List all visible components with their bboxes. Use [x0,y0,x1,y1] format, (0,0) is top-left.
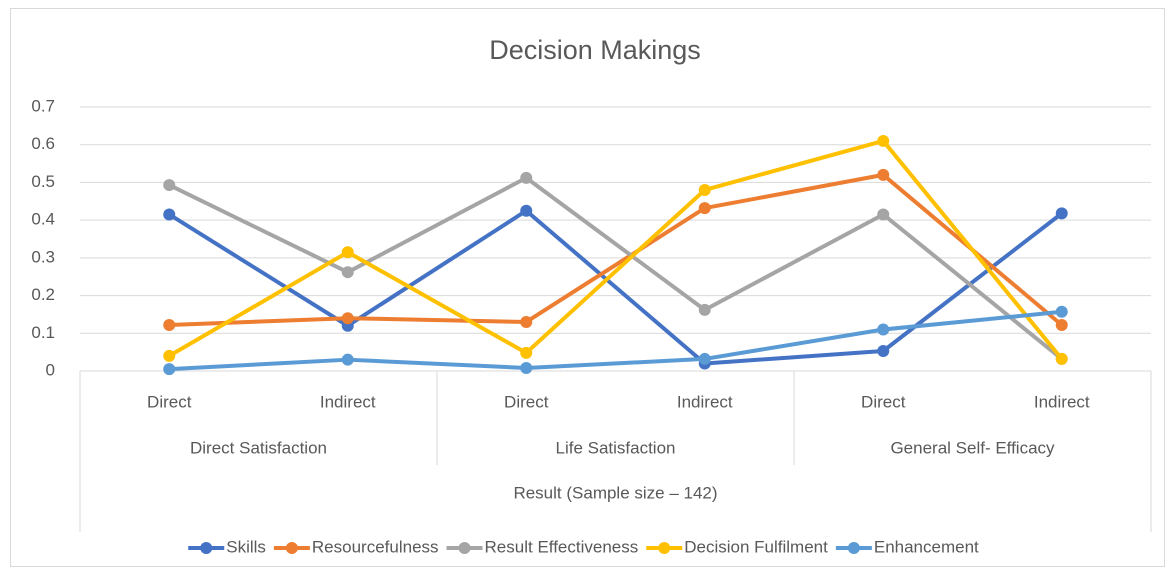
y-tick-label: 0.4 [31,210,55,229]
legend-marker [285,542,298,554]
data-point [520,204,533,217]
x-tick-label: Direct [861,392,906,411]
y-tick-label: 0.1 [31,323,55,342]
y-tick-label: 0 [46,360,55,379]
data-point [520,171,533,184]
data-point [877,168,890,181]
data-point [1055,207,1068,220]
chart-title: Decision Makings [489,35,701,65]
data-point [520,315,533,328]
data-point [698,183,711,196]
series-line [169,309,1062,372]
x-tick-label: Indirect [1034,392,1090,411]
legend-marker [847,542,860,554]
data-point [341,246,354,259]
data-point [341,266,354,279]
legend-label: Resourcefulness [312,537,439,556]
x-tick-label: Direct [504,392,549,411]
data-point [520,346,533,359]
legend-label: Decision Fulfilment [684,537,828,556]
data-point [163,208,176,221]
data-point [877,323,890,336]
y-tick-label: 0.7 [31,96,55,115]
data-point [877,345,890,358]
y-tick-label: 0.5 [31,172,55,191]
data-point [1055,352,1068,365]
x-group-label: Direct Satisfaction [190,438,327,457]
legend-label: Skills [226,537,266,556]
legend-label: Result Effectiveness [485,537,639,556]
data-point [877,134,890,147]
data-point [163,318,176,331]
data-point [877,208,890,221]
series-line [168,175,1064,361]
y-tick-label: 0.2 [31,285,55,304]
y-tick-label: 0.6 [31,134,55,153]
data-point [163,363,176,376]
x-tick-label: Direct [147,392,192,411]
data-point [341,353,354,366]
y-tick-label: 0.3 [31,247,55,266]
data-point [698,303,711,316]
series-line [169,172,1064,327]
data-point [520,361,533,374]
data-point [698,352,711,365]
x-tick-label: Indirect [677,392,733,411]
data-point [698,202,711,215]
data-point [163,179,176,192]
x-tick-label: Indirect [320,392,376,411]
x-group-label: Life Satisfaction [555,438,675,457]
legend-marker [658,542,671,554]
data-point [1055,305,1068,318]
data-point [1055,318,1068,331]
x-group-label: General Self- Efficacy [890,438,1055,457]
legend-marker [200,542,213,554]
x-axis-label: Result (Sample size – 142) [513,483,717,502]
data-point [163,349,176,362]
data-point [341,312,354,325]
legend-marker [458,542,471,554]
series-line [168,138,1064,361]
legend-label: Enhancement [874,537,979,556]
